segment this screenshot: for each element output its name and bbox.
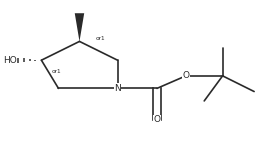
Text: O: O [182, 71, 189, 80]
Text: HO: HO [3, 56, 17, 65]
Text: N: N [114, 84, 121, 93]
Text: or1: or1 [52, 69, 62, 74]
Text: O: O [153, 115, 161, 124]
Text: or1: or1 [95, 36, 105, 41]
Polygon shape [75, 13, 84, 41]
